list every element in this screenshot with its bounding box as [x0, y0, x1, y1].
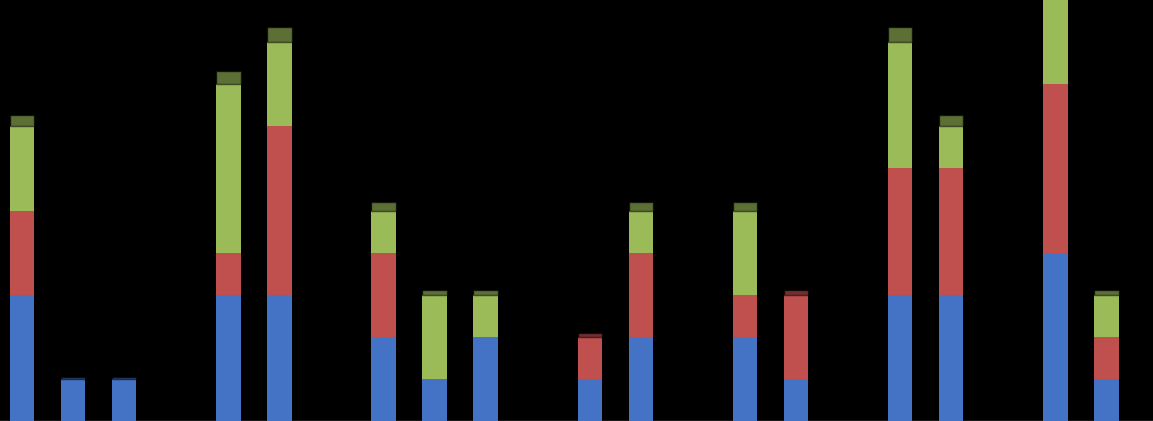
Bar	[1094, 337, 1118, 379]
Bar	[371, 253, 395, 337]
Bar	[10, 210, 35, 295]
Bar	[1094, 379, 1118, 421]
Bar	[371, 210, 395, 253]
FancyBboxPatch shape	[578, 333, 602, 337]
FancyBboxPatch shape	[474, 290, 498, 295]
Bar	[784, 295, 808, 379]
Bar	[217, 295, 241, 421]
Bar	[217, 253, 241, 295]
Bar	[578, 337, 602, 379]
Bar	[1043, 84, 1068, 253]
FancyBboxPatch shape	[112, 377, 136, 379]
Bar	[784, 379, 808, 421]
Bar	[628, 337, 653, 421]
FancyBboxPatch shape	[217, 71, 241, 84]
Bar	[733, 210, 758, 295]
Bar	[939, 168, 964, 295]
Bar	[112, 379, 136, 421]
Bar	[1043, 253, 1068, 421]
Bar	[939, 126, 964, 168]
FancyBboxPatch shape	[733, 202, 758, 210]
Bar	[267, 295, 292, 421]
Bar	[939, 295, 964, 421]
Bar	[888, 295, 912, 421]
Bar	[217, 84, 241, 253]
Bar	[267, 42, 292, 126]
Bar	[578, 379, 602, 421]
FancyBboxPatch shape	[1094, 290, 1118, 295]
Bar	[733, 295, 758, 337]
Bar	[371, 337, 395, 421]
Bar	[1043, 0, 1068, 84]
Bar	[422, 295, 447, 379]
FancyBboxPatch shape	[422, 290, 447, 295]
FancyBboxPatch shape	[628, 202, 653, 210]
FancyBboxPatch shape	[267, 27, 292, 42]
Bar	[10, 126, 35, 210]
FancyBboxPatch shape	[10, 115, 35, 126]
Bar	[1094, 295, 1118, 337]
FancyBboxPatch shape	[888, 27, 912, 42]
Bar	[61, 379, 85, 421]
Bar	[10, 295, 35, 421]
Bar	[474, 337, 498, 421]
Bar	[267, 126, 292, 295]
FancyBboxPatch shape	[784, 290, 808, 295]
FancyBboxPatch shape	[61, 377, 85, 379]
Bar	[888, 168, 912, 295]
Bar	[733, 337, 758, 421]
Bar	[474, 295, 498, 337]
Bar	[888, 42, 912, 168]
Bar	[422, 379, 447, 421]
Bar	[628, 253, 653, 337]
FancyBboxPatch shape	[939, 115, 964, 126]
Bar	[628, 210, 653, 253]
FancyBboxPatch shape	[371, 202, 395, 210]
